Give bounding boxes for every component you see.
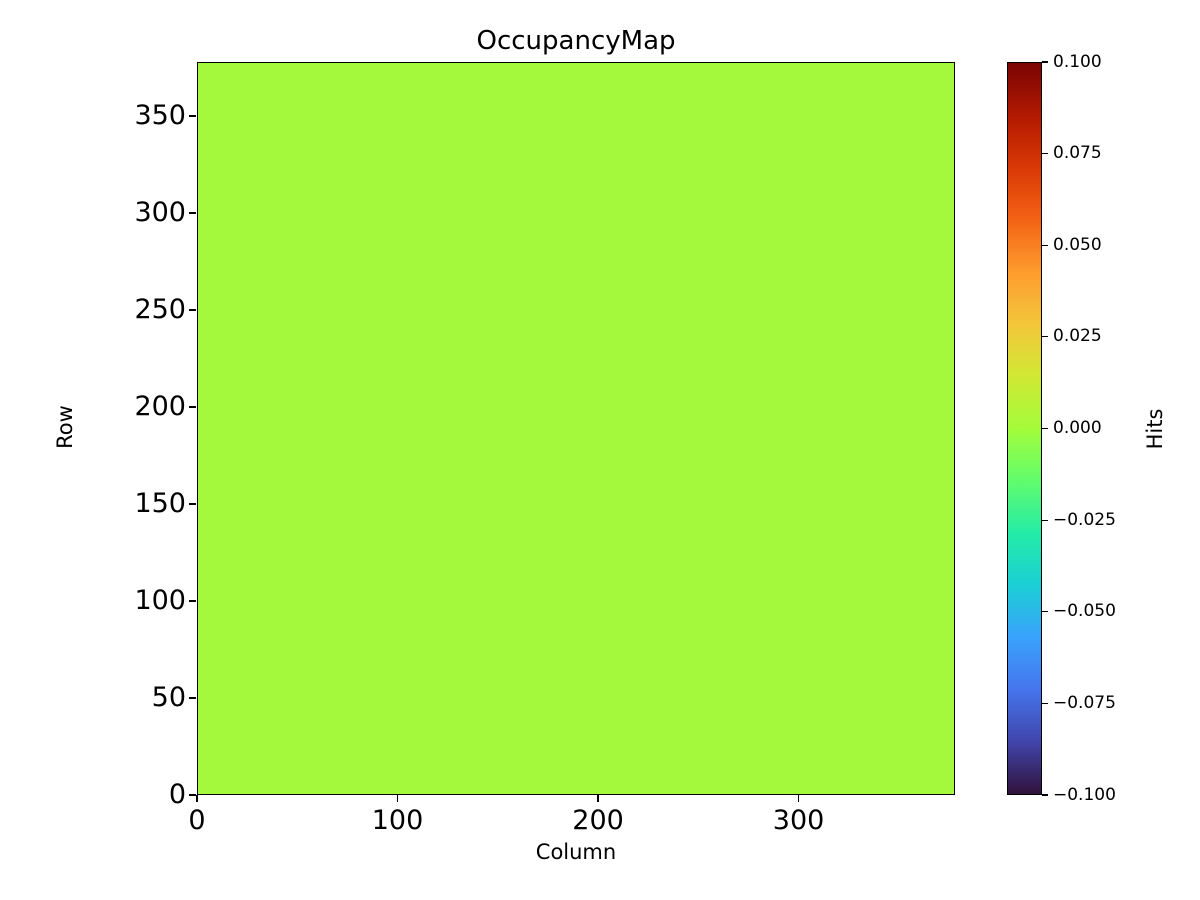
y-axis-label: Row (53, 405, 77, 449)
y-axis-tick-label: 50 (151, 682, 186, 714)
x-axis-tick-mark (797, 795, 800, 802)
colorbar-tick-mark (1042, 427, 1048, 430)
colorbar-tick-mark (1042, 794, 1048, 796)
x-axis-tick-label: 100 (371, 805, 424, 836)
colorbar[interactable] (1007, 62, 1042, 795)
x-axis-tick-label: 300 (772, 805, 825, 836)
y-axis-tick-label: 300 (134, 197, 186, 229)
colorbar-tick-mark (1042, 702, 1048, 704)
y-axis-tick-label: 250 (134, 294, 186, 326)
page-title: OccupancyMap (476, 26, 676, 56)
colorbar-tick-mark (1042, 336, 1048, 338)
x-axis-tick-label: 0 (188, 805, 206, 836)
colorbar-tick-mark (1042, 519, 1048, 521)
y-axis-tick-mark (189, 697, 196, 699)
colorbar-tick-mark (1042, 61, 1048, 63)
colorbar-tick-label: 0.000 (1053, 418, 1102, 438)
colorbar-tick-label: −0.025 (1053, 509, 1116, 530)
y-axis-tick-mark (189, 794, 196, 796)
colorbar-tick-label: 0.100 (1053, 51, 1102, 72)
y-axis-tick-mark (189, 406, 196, 408)
colorbar-gradient (1008, 63, 1041, 794)
colorbar-tick-mark (1042, 153, 1048, 155)
colorbar-tick-label: −0.100 (1053, 784, 1116, 805)
colorbar-tick-label: 0.025 (1053, 326, 1102, 347)
y-axis-tick-mark (189, 309, 196, 311)
y-axis-tick-mark (189, 212, 196, 215)
y-axis-tick-mark (189, 115, 196, 118)
colorbar-tick-label: 0.050 (1053, 234, 1102, 255)
colorbar-tick-mark (1042, 611, 1048, 613)
colorbar-tick-label: −0.050 (1053, 601, 1116, 622)
heatmap-plot-area[interactable] (197, 62, 955, 795)
x-axis-tick-label: 200 (572, 805, 624, 836)
x-axis-label: Column (535, 840, 617, 864)
colorbar-tick-label: 0.075 (1053, 143, 1102, 164)
y-axis-tick-label: 150 (134, 488, 186, 520)
x-axis-tick-mark (597, 795, 599, 802)
y-axis-tick-label: 100 (134, 585, 186, 617)
colorbar-tick-mark (1042, 244, 1048, 246)
y-axis-tick-mark (189, 503, 196, 505)
y-axis-tick-mark (189, 600, 196, 602)
y-axis-tick-label: 0 (168, 779, 186, 810)
y-axis-tick-label: 350 (134, 100, 186, 132)
x-axis-tick-mark (196, 795, 198, 802)
y-axis-tick-label: 200 (134, 391, 186, 423)
colorbar-axis-label: Hits (1143, 408, 1167, 450)
colorbar-tick-label: −0.075 (1053, 692, 1116, 713)
x-axis-tick-mark (396, 795, 399, 802)
occupancy-heatmap-image (198, 63, 954, 794)
